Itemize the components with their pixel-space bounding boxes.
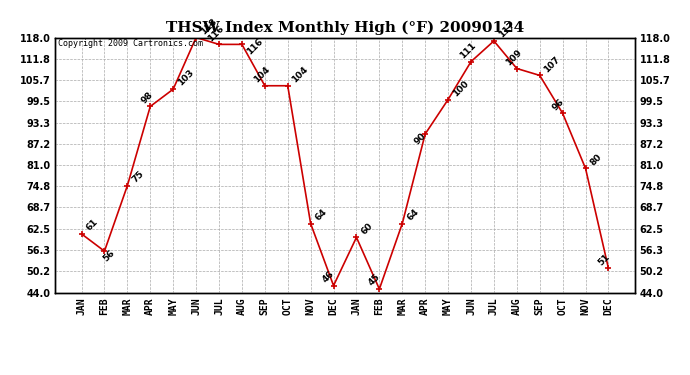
Text: 116: 116 xyxy=(245,37,264,57)
Text: 96: 96 xyxy=(550,97,565,112)
Text: 90: 90 xyxy=(413,131,428,147)
Text: 116: 116 xyxy=(206,23,226,43)
Text: 111: 111 xyxy=(458,40,478,60)
Text: 56: 56 xyxy=(101,249,117,264)
Text: 118: 118 xyxy=(199,16,219,36)
Text: 98: 98 xyxy=(139,90,155,105)
Text: 64: 64 xyxy=(405,207,420,222)
Text: 51: 51 xyxy=(596,252,611,267)
Text: 60: 60 xyxy=(359,221,375,236)
Text: Copyright 2009 Cartronics.com: Copyright 2009 Cartronics.com xyxy=(58,39,203,48)
Text: 46: 46 xyxy=(321,269,336,284)
Text: 80: 80 xyxy=(589,152,604,167)
Text: 61: 61 xyxy=(84,217,99,232)
Title: THSW Index Monthly High (°F) 20090124: THSW Index Monthly High (°F) 20090124 xyxy=(166,21,524,35)
Text: 104: 104 xyxy=(290,65,310,84)
Text: 109: 109 xyxy=(504,48,524,67)
Text: 104: 104 xyxy=(253,65,272,84)
Text: 64: 64 xyxy=(313,207,328,222)
Text: 103: 103 xyxy=(176,68,195,88)
Text: 107: 107 xyxy=(542,54,562,74)
Text: 45: 45 xyxy=(367,272,382,288)
Text: 75: 75 xyxy=(130,169,146,184)
Text: 100: 100 xyxy=(451,79,471,98)
Text: 117: 117 xyxy=(497,20,516,39)
